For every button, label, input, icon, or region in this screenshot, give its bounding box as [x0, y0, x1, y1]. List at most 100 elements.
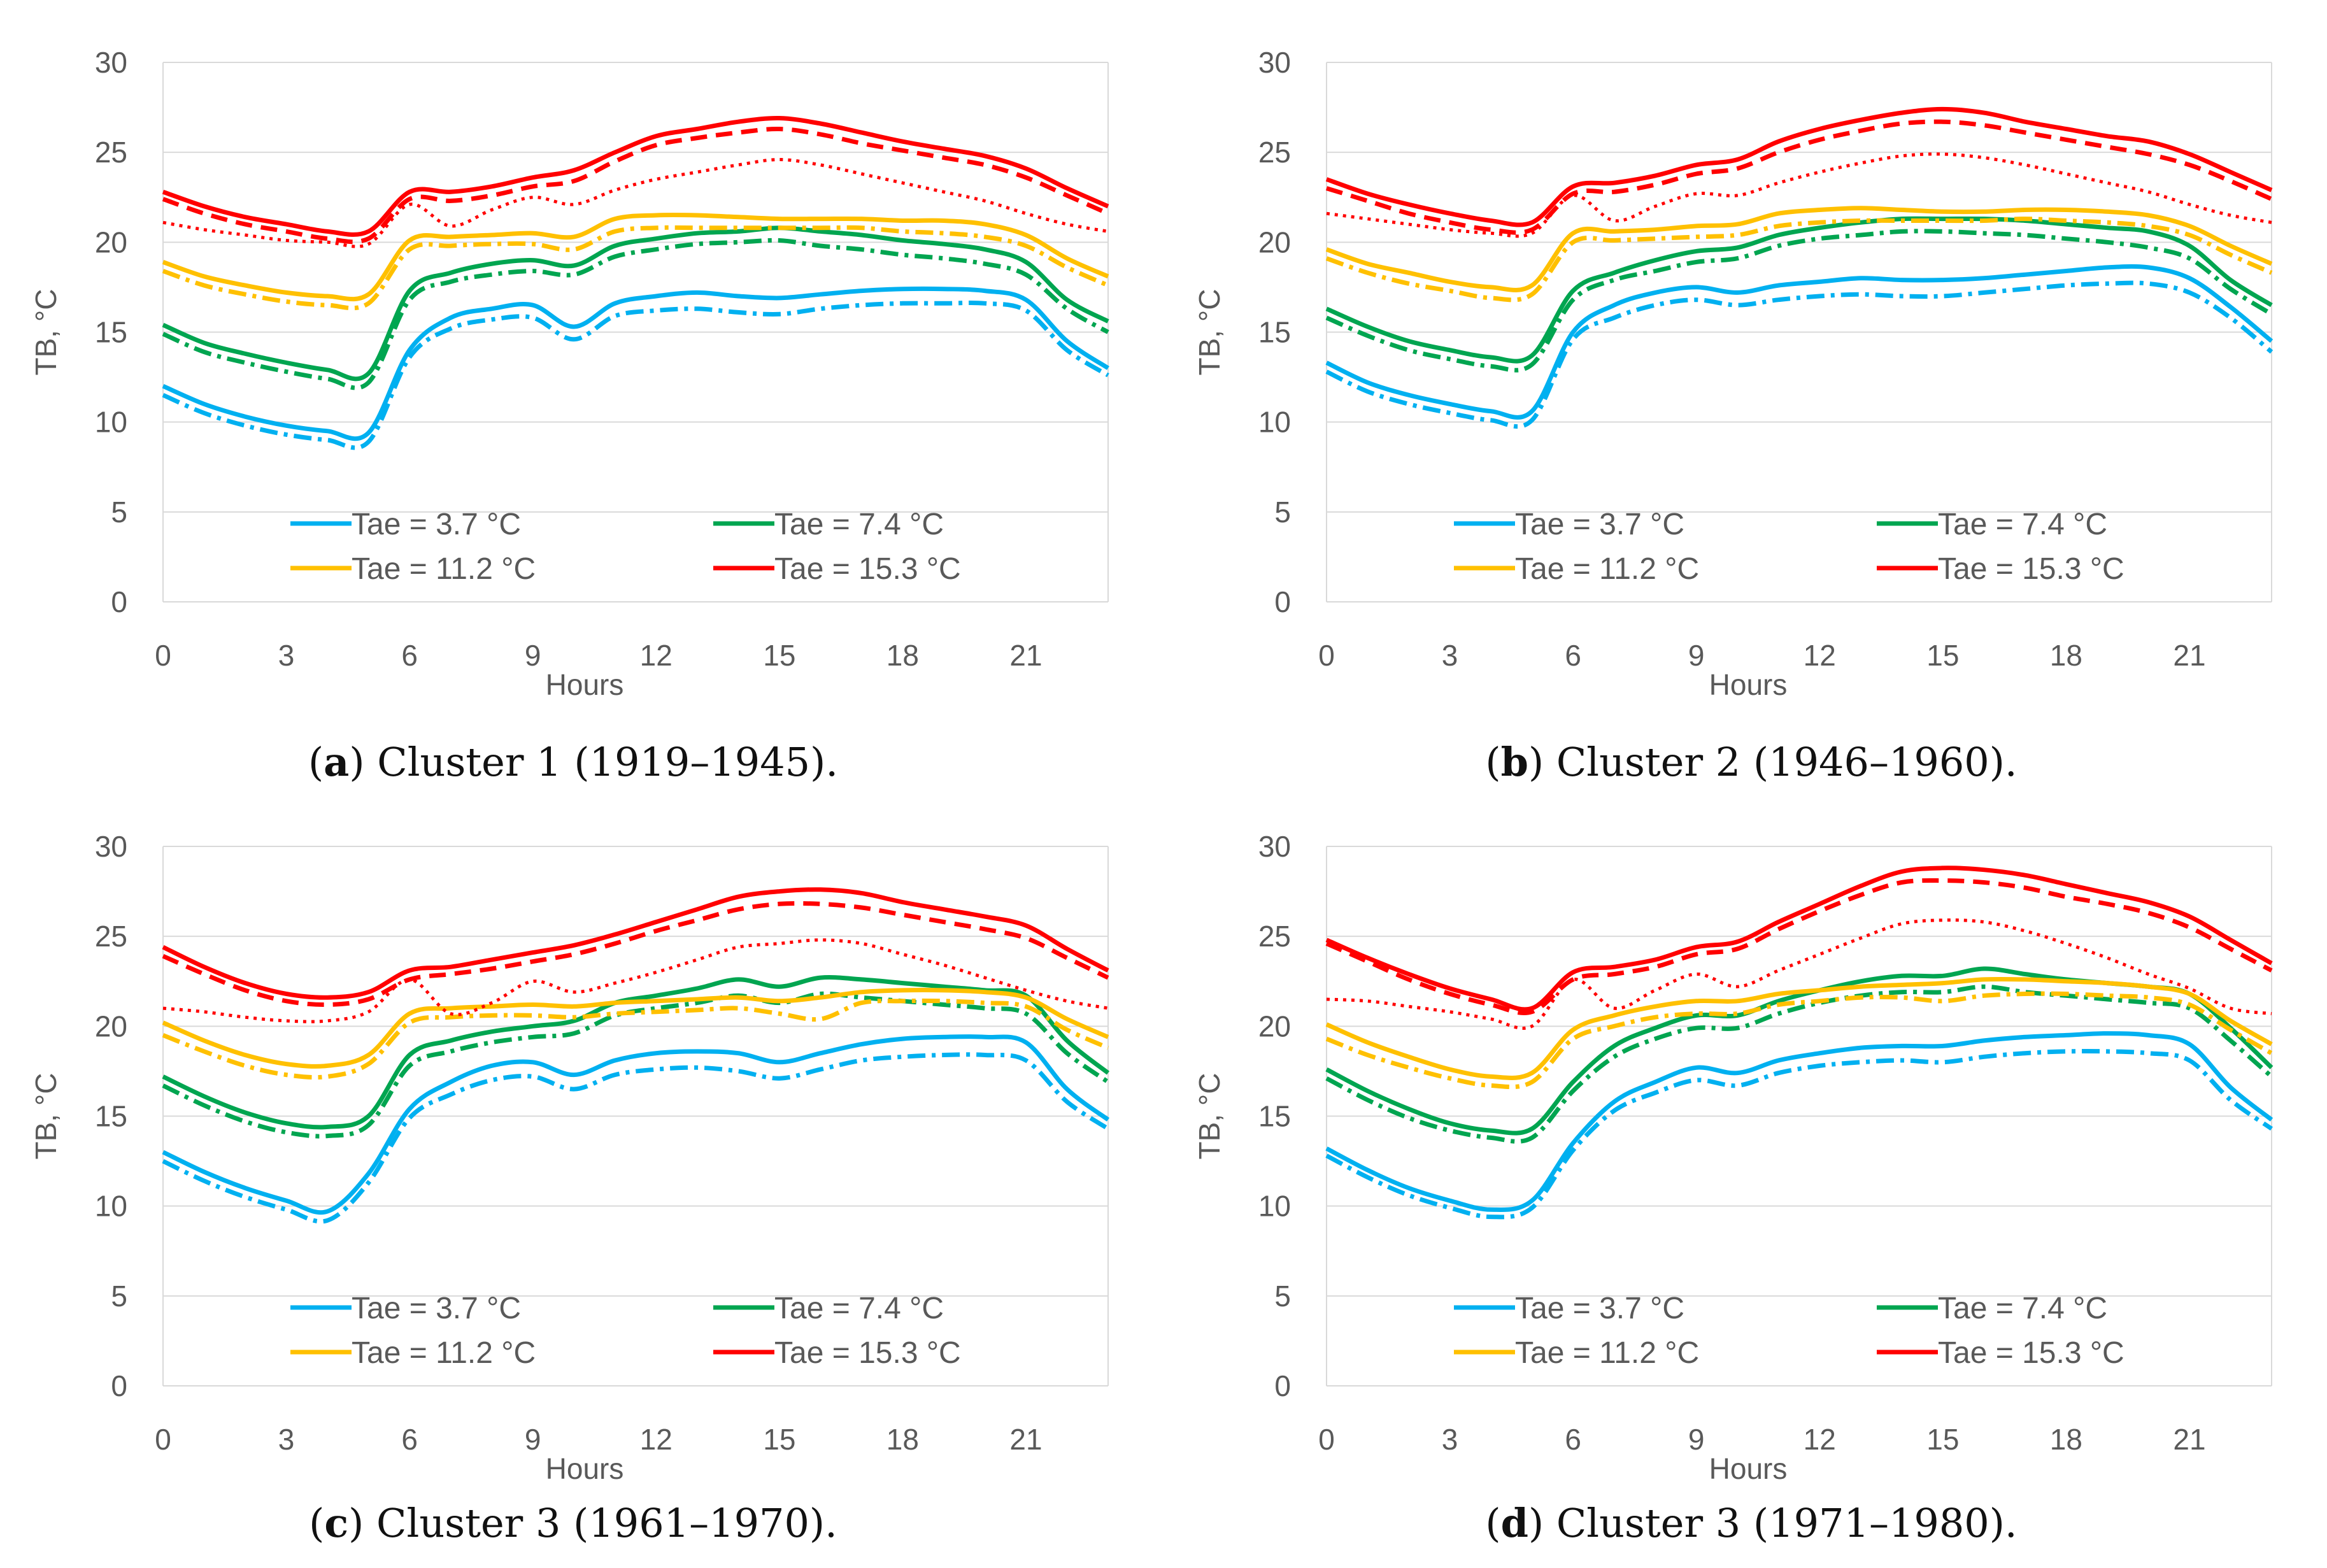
series-line [1325, 1031, 2274, 1213]
series-line [162, 126, 1109, 245]
y-tick-label: 30 [95, 46, 127, 79]
x-tick-label: 9 [525, 639, 541, 672]
y-tick-label: 20 [1258, 1009, 1291, 1043]
series-line [1326, 152, 2272, 238]
chart-svg: 0 5 10 15 20 25 30 0 3 6 9 12 15 18 21 Hours TB, °C Tae =… [1193, 46, 2274, 701]
y-tick-label: 15 [1258, 316, 1291, 349]
x-tick-label: 15 [763, 639, 795, 672]
y-tick-label: 15 [95, 316, 127, 349]
series-line [1325, 106, 2273, 227]
y-axis-title: TB, °C [1193, 289, 1226, 376]
caption-letter-d: d [1500, 1500, 1528, 1546]
series-line [1325, 217, 2273, 303]
x-tick-label: 0 [155, 1423, 171, 1456]
series-line [162, 1034, 1110, 1215]
legend-label: Tae = 3.7 °C [352, 1292, 521, 1325]
y-tick-label: 25 [95, 136, 127, 169]
series-line [162, 115, 1109, 237]
series-line [1325, 119, 2273, 235]
legend-label: Tae = 11.2 °C [1515, 1336, 1699, 1370]
y-tick-label: 10 [1258, 1190, 1291, 1223]
caption-text-c: Cluster 3 (1961–1970). [376, 1500, 837, 1546]
x-tick-label: 15 [1926, 1423, 1959, 1456]
legend-label: Tae = 11.2 °C [352, 1336, 536, 1370]
chart-panel-b: 0 5 10 15 20 25 30 0 3 6 9 12 15 18 21 Hours TB, °C Tae =… [1164, 0, 2327, 784]
y-tick-label: 20 [95, 225, 127, 259]
y-tick-label: 5 [1274, 495, 1291, 529]
y-tick-label: 0 [111, 585, 127, 618]
series-line [162, 300, 1109, 450]
x-tick-label: 18 [2050, 639, 2082, 672]
x-tick-label: 15 [1926, 639, 1959, 672]
x-tick-label: 0 [1318, 1423, 1335, 1456]
x-tick-label: 0 [155, 639, 171, 672]
legend-label: Tae = 7.4 °C [774, 1292, 944, 1325]
series-line [162, 212, 1109, 302]
y-tick-label: 5 [111, 1279, 127, 1313]
x-axis-title: Hours [546, 668, 624, 701]
y-tick-label: 5 [111, 495, 127, 529]
x-axis-title: Hours [546, 1452, 624, 1485]
caption-letter-a: a [324, 739, 350, 785]
x-tick-label: 9 [1688, 639, 1705, 672]
y-tick-label: 10 [95, 406, 127, 439]
y-tick-label: 25 [1258, 136, 1291, 169]
y-tick-label: 20 [1258, 225, 1291, 259]
y-axis-title: TB, °C [1193, 1073, 1226, 1160]
caption-text-b: Cluster 2 (1946–1960). [1556, 739, 2017, 785]
legend-label: Tae = 7.4 °C [1938, 1292, 2107, 1325]
x-tick-label: 6 [401, 1423, 418, 1456]
series-line [1325, 866, 2273, 1012]
x-tick-label: 9 [1688, 1423, 1705, 1456]
x-tick-label: 3 [1442, 1423, 1458, 1456]
legend-label: Tae = 7.4 °C [1938, 508, 2107, 541]
series-line [162, 286, 1109, 441]
series-line [1325, 878, 2273, 1015]
x-tick-label: 21 [2173, 639, 2205, 672]
x-tick-label: 21 [1009, 639, 1042, 672]
legend-label: Tae = 11.2 °C [352, 552, 536, 586]
x-tick-label: 12 [1804, 639, 1836, 672]
x-tick-label: 6 [1565, 639, 1581, 672]
series-line [162, 998, 1109, 1080]
x-tick-label: 15 [763, 1423, 795, 1456]
series-line [1325, 976, 2273, 1080]
caption-a: (a) Cluster 1 (1919–1945). [308, 739, 839, 785]
series-line [162, 975, 1110, 1130]
legend-label: Tae = 7.4 °C [774, 508, 944, 541]
y-tick-label: 20 [95, 1009, 127, 1043]
series-line [162, 1052, 1109, 1224]
series-line [162, 225, 1109, 381]
y-tick-label: 30 [95, 830, 127, 863]
caption-text-d: Cluster 3 (1971–1980). [1556, 1500, 2017, 1546]
legend-label: Tae = 15.3 °C [1938, 552, 2124, 586]
legend-label: Tae = 15.3 °C [1938, 1336, 2124, 1370]
chart-svg: 0 5 10 15 20 25 30 0 3 6 9 12 15 18 21 Hours TB, °C Tae =… [29, 830, 1110, 1485]
chart-svg: 0 5 10 15 20 25 30 0 3 6 9 12 15 18 21 Hours TB, °C Tae =… [1193, 830, 2274, 1485]
series-line [162, 901, 1109, 1008]
x-tick-label: 21 [1009, 1423, 1042, 1456]
legend-label: Tae = 11.2 °C [1515, 552, 1699, 586]
y-tick-label: 15 [95, 1100, 127, 1133]
y-tick-label: 25 [95, 920, 127, 953]
y-tick-label: 0 [111, 1369, 127, 1402]
x-axis-title: Hours [1709, 668, 1788, 701]
series-line [1325, 216, 2273, 364]
series-line [1325, 280, 2274, 429]
y-tick-label: 0 [1274, 1369, 1291, 1402]
y-axis-title: TB, °C [29, 1073, 62, 1160]
series-line [1325, 229, 2273, 373]
caption-text-a: Cluster 1 (1919–1945). [377, 739, 839, 785]
x-tick-label: 18 [886, 639, 919, 672]
legend-label: Tae = 3.7 °C [1515, 1292, 1684, 1325]
y-tick-label: 25 [1258, 920, 1291, 953]
y-tick-label: 5 [1274, 1279, 1291, 1313]
series-line [162, 988, 1109, 1069]
x-tick-label: 3 [278, 639, 295, 672]
x-tick-label: 6 [401, 639, 418, 672]
chart-panel-c: 0 5 10 15 20 25 30 0 3 6 9 12 15 18 21 Hours TB, °C Tae =… [0, 784, 1164, 1568]
x-tick-label: 12 [1804, 1423, 1836, 1456]
y-tick-label: 30 [1258, 830, 1291, 863]
y-tick-label: 0 [1274, 585, 1291, 618]
caption-b: (b) Cluster 2 (1946–1960). [1485, 739, 2017, 785]
